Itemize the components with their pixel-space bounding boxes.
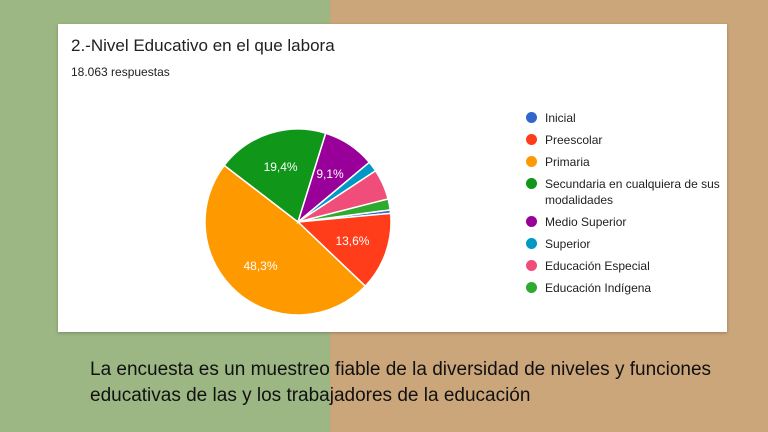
legend-label: Primaria xyxy=(545,155,590,169)
form-results-card: 2.-Nivel Educativo en el que labora 18.0… xyxy=(58,24,727,332)
legend-item: Educación Especial xyxy=(526,258,731,274)
legend-item: Primaria xyxy=(526,154,731,170)
legend-swatch-icon xyxy=(526,238,537,249)
legend-item: Medio Superior xyxy=(526,214,731,230)
pie-slice-label: 13,6% xyxy=(335,234,369,248)
legend-swatch-icon xyxy=(526,282,537,293)
pie-slice-4 xyxy=(223,128,327,224)
pie-slice-8 xyxy=(297,198,392,223)
legend-swatch-icon xyxy=(526,216,537,227)
legend-label: Educación Especial xyxy=(545,259,650,273)
legend-swatch-icon xyxy=(526,260,537,271)
legend-item: Educación Indígena xyxy=(526,280,731,296)
legend-item: Secundaria en cualquiera de sus modalida… xyxy=(526,176,731,208)
legend-swatch-icon xyxy=(526,156,537,167)
legend-swatch-icon xyxy=(526,178,537,189)
pie-slice-2 xyxy=(296,212,392,288)
legend-label: Educación Indígena xyxy=(545,281,652,295)
legend-item: Superior xyxy=(526,236,731,252)
pie-slice-label: 9,1% xyxy=(316,167,344,181)
legend-label: Medio Superior xyxy=(545,215,627,229)
pie-slice-3 xyxy=(204,164,367,316)
pie-slice-label: 48,3% xyxy=(243,259,277,273)
legend-label: Secundaria en cualquiera de sus modalida… xyxy=(545,177,720,207)
legend-label: Superior xyxy=(545,237,591,251)
question-title: 2.-Nivel Educativo en el que labora xyxy=(71,36,335,55)
legend-item: Preescolar xyxy=(526,132,731,148)
slide-caption: La encuesta es un muestreo fiable de la … xyxy=(90,359,712,406)
response-count: 18.063 respuestas xyxy=(71,65,170,79)
legend-label: Inicial xyxy=(545,111,576,125)
legend-swatch-icon xyxy=(526,134,537,145)
chart-legend: Inicial Preescolar Primaria Secundaria en c… xyxy=(526,110,731,302)
pie-chart: 13,6% 48,3% 19,4% 9,1% xyxy=(204,128,392,316)
legend-label: Preescolar xyxy=(545,133,603,147)
legend-item: Inicial xyxy=(526,110,731,126)
legend-swatch-icon xyxy=(526,112,537,123)
pie-slice-label: 19,4% xyxy=(264,160,298,174)
